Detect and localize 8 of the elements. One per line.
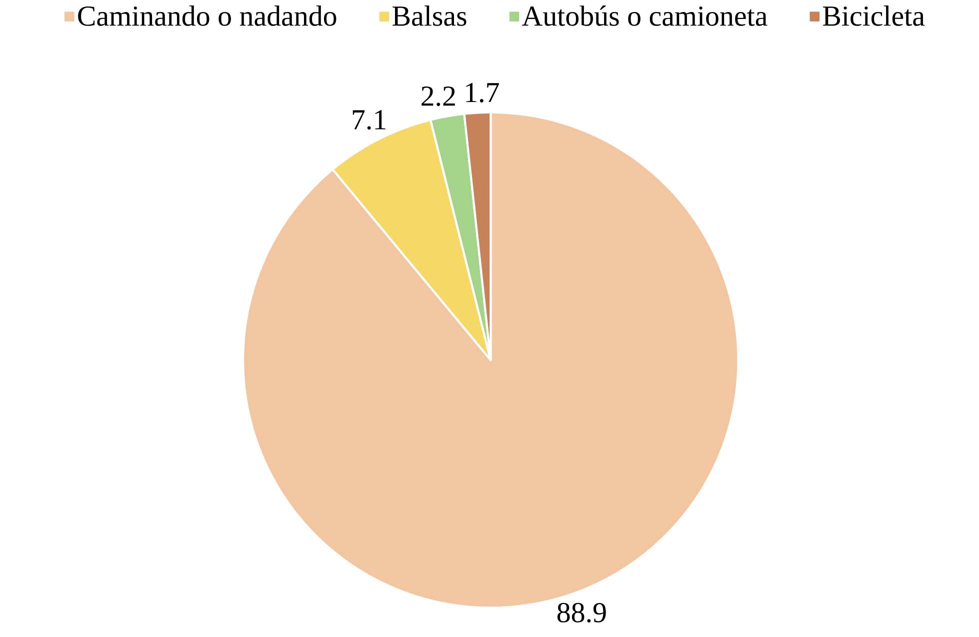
legend-label: Bicicleta (822, 5, 925, 26)
legend-label: Autobús o camioneta (522, 5, 768, 26)
legend-label: Caminando o nadando (78, 5, 336, 26)
data-label: 88.9 (557, 602, 606, 622)
data-label: 2.2 (422, 86, 455, 106)
legend-label: Balsas (392, 5, 466, 26)
data-label: 7.1 (352, 110, 386, 130)
data-label: 1.7 (466, 82, 499, 102)
